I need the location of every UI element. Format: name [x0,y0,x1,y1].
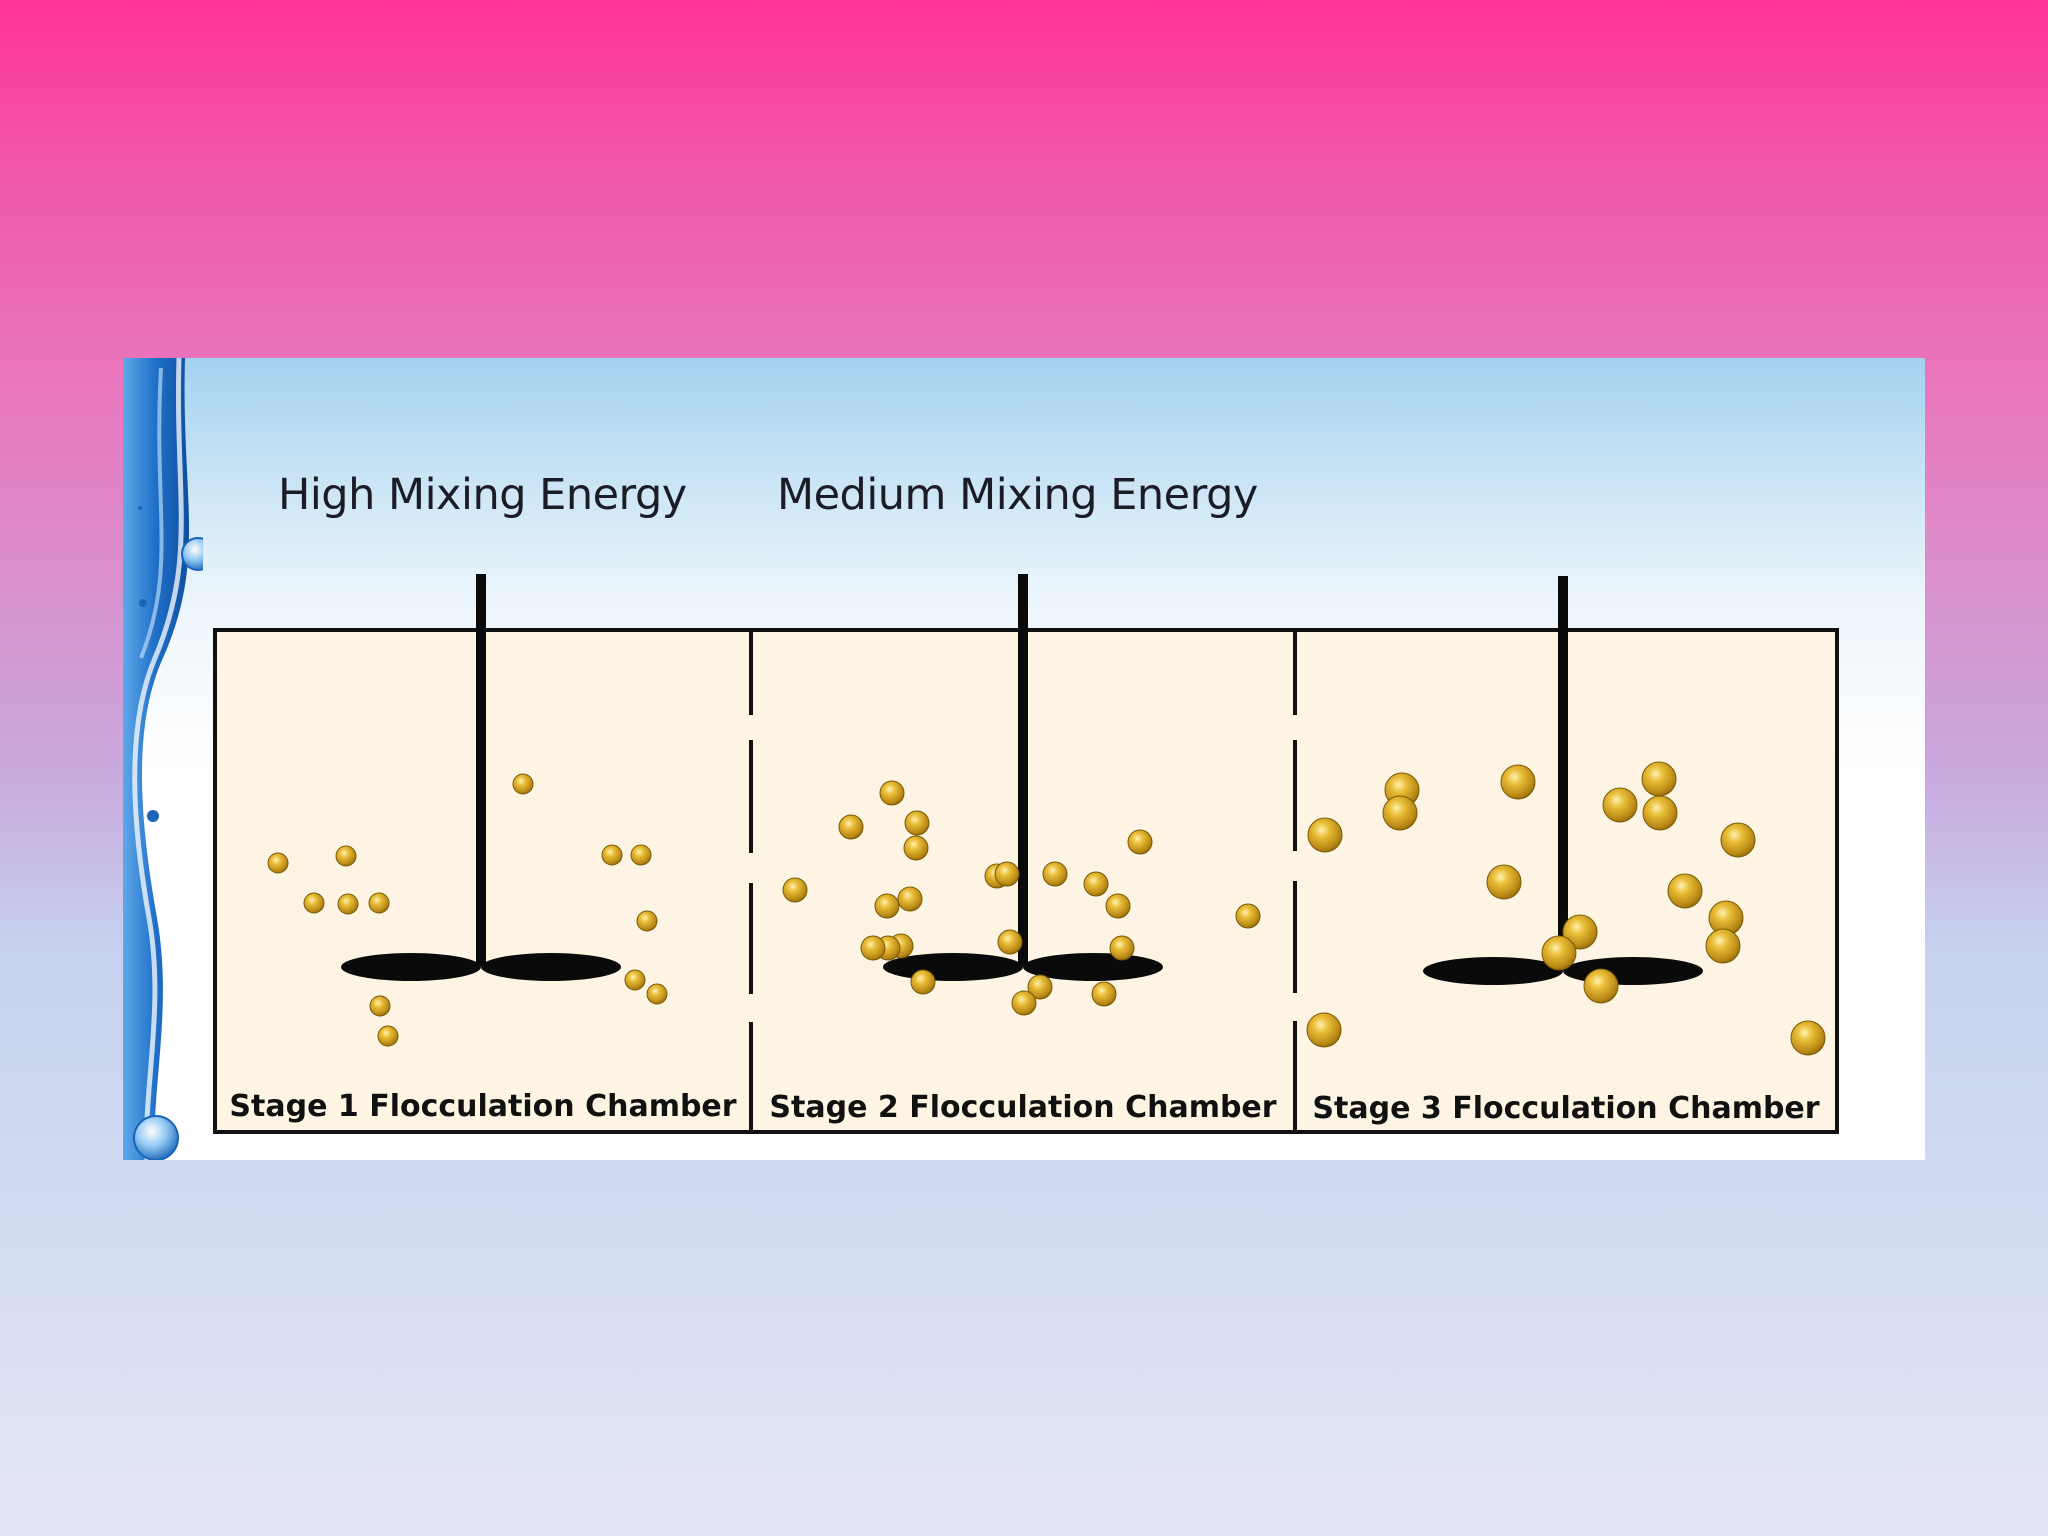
floc-particle-icon [636,910,658,932]
floc-particle-icon [994,861,1020,887]
floc-particle-icon [1127,829,1153,855]
floc-particle-icon [782,877,808,903]
floc-particle-icon [904,810,930,836]
floc-particle-icon [1642,795,1678,831]
water-wave-decoration [123,358,203,1160]
flocculation-diagram: Stage 1 Flocculation Chamber Stage 2 Flo… [213,574,1839,1134]
floc-particle-icon [1011,990,1037,1016]
floc-particle-icon [1541,935,1577,971]
floc-particle-icon [1562,914,1598,950]
floc-particle-icon [1500,764,1536,800]
bubble-icon [138,506,142,510]
floc-particle-icon [1641,761,1677,797]
floc-particle-icon [624,969,646,991]
floc-particle-icon [368,892,390,914]
mixer-paddle-icon [341,574,621,981]
stage-1-label: Stage 1 Flocculation Chamber [229,1089,736,1124]
stage-3-label: Stage 3 Flocculation Chamber [1312,1091,1819,1126]
bubble-icon [133,1115,179,1160]
floc-particle-icon [874,893,900,919]
medium-mixing-energy-heading: Medium Mixing Energy [777,470,1258,520]
floc-particle-icon [1382,795,1418,831]
floc-particle-icon [601,844,623,866]
floc-particle-icon [1109,935,1135,961]
bubble-icon [139,599,147,607]
floc-particle-icon [369,995,391,1017]
floc-particle-icon [303,892,325,914]
bubble-icon [147,810,159,822]
floc-particle-icon [1307,817,1343,853]
floc-particle-icon [1306,1012,1342,1048]
floc-particle-icon [337,893,359,915]
baffle-gaps [747,715,1299,1022]
floc-particle-icon [897,886,923,912]
floc-particle-icon [1790,1020,1826,1056]
floc-particle-icon [1091,981,1117,1007]
floc-particle-icon [879,780,905,806]
floc-particle-icon [335,845,357,867]
floc-particle-icon [1705,928,1741,964]
floc-particle-icon [630,844,652,866]
floc-particle-icon [1027,974,1053,1000]
floc-particle-icon [1667,873,1703,909]
floc-particle-icon [838,814,864,840]
floc-particle-icon [1083,871,1109,897]
floc-particle-icon [1042,861,1068,887]
floc-particle-icon [1583,968,1619,1004]
floc-particles [267,761,1826,1056]
floc-particle-icon [512,773,534,795]
floc-particle-icon [1602,787,1638,823]
floc-particle-icon [1486,864,1522,900]
floc-particle-icon [1105,893,1131,919]
stage-2-label: Stage 2 Flocculation Chamber [769,1090,1276,1125]
floc-particle-icon [1720,822,1756,858]
floc-particle-icon [267,852,289,874]
floc-particle-icon [997,929,1023,955]
slide: Stage 1 Flocculation Chamber Stage 2 Flo… [123,358,1925,1160]
floc-particle-icon [910,969,936,995]
floc-particle-icon [903,835,929,861]
floc-particle-icon [377,1025,399,1047]
floc-particle-icon [860,935,886,961]
floc-particle-icon [1235,903,1261,929]
bubble-icon [181,537,203,571]
high-mixing-energy-heading: High Mixing Energy [278,470,687,520]
floc-particle-icon [646,983,668,1005]
